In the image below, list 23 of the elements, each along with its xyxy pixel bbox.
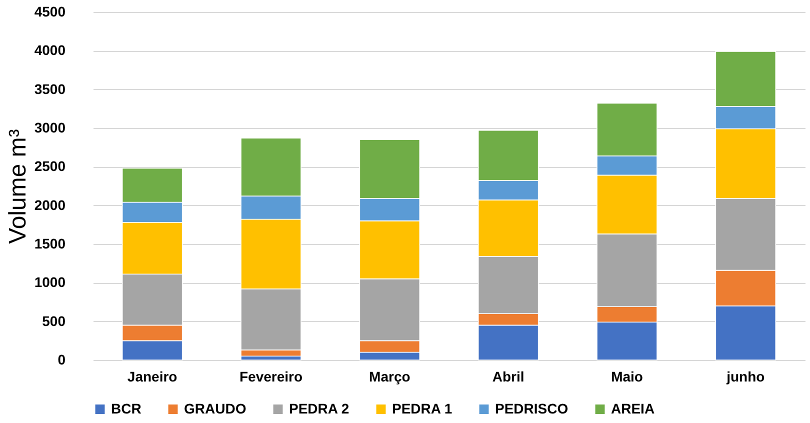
legend-label: AREIA — [611, 400, 655, 416]
legend-label: GRAUDO — [184, 400, 246, 416]
y-tick-label: 3500 — [34, 80, 66, 97]
y-tick-label: 2000 — [34, 196, 66, 213]
x-tick-label: Fevereiro — [239, 368, 303, 384]
x-tick-label: Maio — [611, 368, 643, 384]
x-tick-label: Abril — [492, 368, 524, 384]
legend-label: PEDRA 1 — [392, 400, 452, 416]
y-tick-label: 500 — [42, 312, 66, 329]
y-tick-label: 2500 — [34, 158, 66, 174]
y-axis-title: Volume m³ — [4, 129, 32, 244]
legend-label: PEDRISCO — [495, 400, 568, 416]
x-tick-label: Março — [369, 368, 410, 384]
y-tick-label: 1500 — [34, 236, 66, 252]
y-tick-label: 4000 — [34, 42, 66, 58]
x-tick-label: junho — [726, 368, 765, 384]
y-tick-label: 1000 — [34, 274, 66, 290]
y-tick-label: 0 — [58, 352, 66, 368]
legend-label: PEDRA 2 — [289, 400, 350, 416]
y-tick-label: 4500 — [34, 4, 66, 20]
x-tick-label: Janeiro — [127, 368, 178, 384]
y-tick-label: 3000 — [34, 120, 66, 136]
legend-label: BCR — [111, 400, 142, 416]
